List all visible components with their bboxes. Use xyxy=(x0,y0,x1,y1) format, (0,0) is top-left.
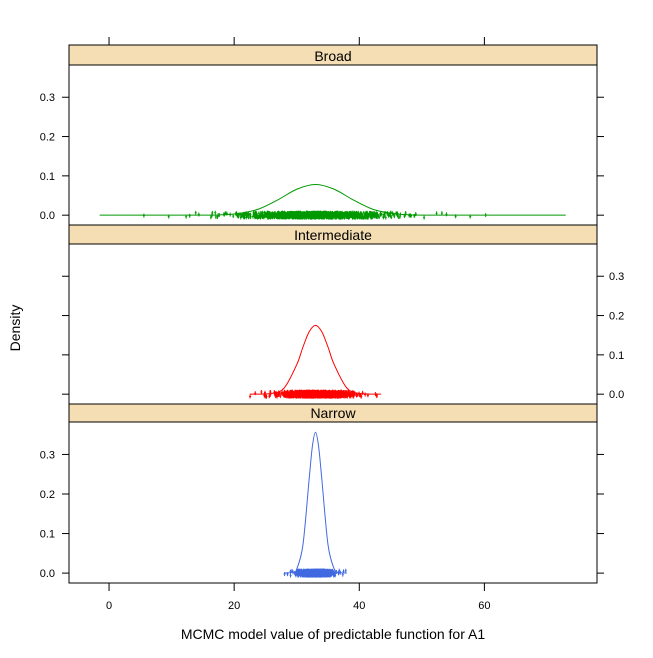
y-tick-label: 0.3 xyxy=(40,92,55,104)
panel-broad: Broad 0.0 0.1 0.2 0.3 xyxy=(40,45,604,225)
y-tick-label: 0.2 xyxy=(40,132,55,144)
strip-label: Intermediate xyxy=(294,227,372,243)
y-tick-label: 0.1 xyxy=(609,350,624,362)
panels: Broad 0.0 0.1 0.2 0.3 Intermediate 0.0 0.1 0.2 0.… xyxy=(40,45,625,583)
panel-frame xyxy=(69,244,597,404)
strip-label: Broad xyxy=(314,48,351,64)
y-tick-label: 0.0 xyxy=(609,389,624,401)
panel-frame xyxy=(69,65,597,225)
y-tick-label: 0.3 xyxy=(40,449,55,461)
panel-intermediate: Intermediate 0.0 0.1 0.2 0.3 xyxy=(62,225,624,404)
y-tick-label: 0.1 xyxy=(40,529,55,541)
panel-narrow: Narrow 0.0 0.1 0.2 0.3 xyxy=(40,404,604,583)
panel-frame xyxy=(69,422,597,583)
y-tick-label: 0.2 xyxy=(609,311,624,323)
strip-label: Narrow xyxy=(310,405,356,421)
y-tick-label: 0.0 xyxy=(40,568,55,580)
y-tick-label: 0.2 xyxy=(40,489,55,501)
y-tick-label: 0.0 xyxy=(40,210,55,222)
y-tick-label: 0.1 xyxy=(40,171,55,183)
y-tick-label: 0.3 xyxy=(609,271,624,283)
